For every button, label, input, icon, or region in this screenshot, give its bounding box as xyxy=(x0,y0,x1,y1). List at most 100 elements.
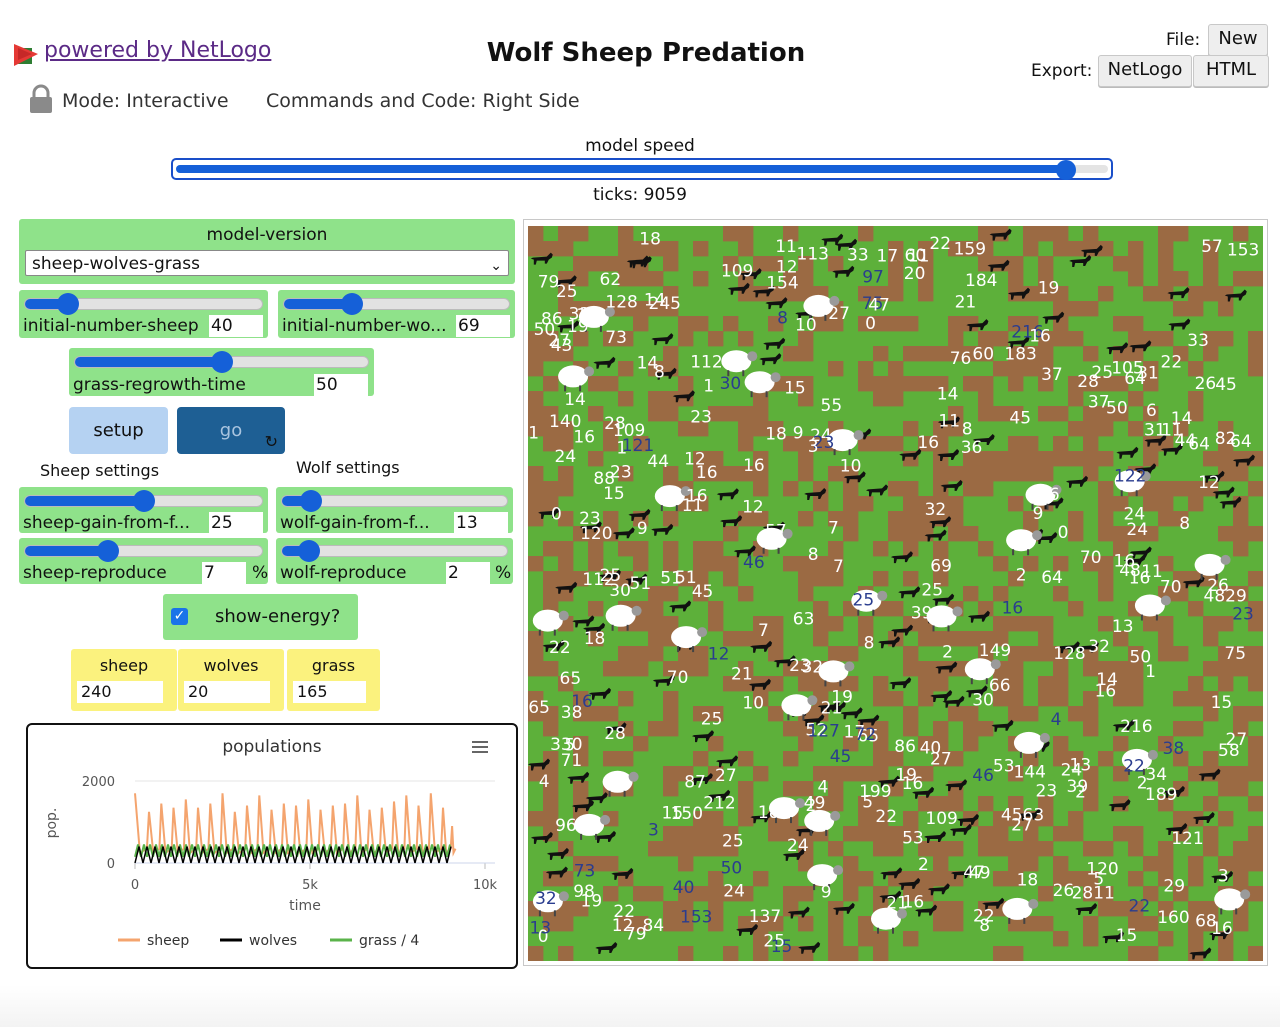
dirt-patch xyxy=(1068,706,1084,722)
hamburger-menu-icon[interactable] xyxy=(472,741,488,756)
slider-handle[interactable] xyxy=(96,540,119,562)
energy-label: 128 xyxy=(605,293,637,313)
commands-and-code-toggle[interactable]: Commands and Code: Right Side xyxy=(266,90,580,112)
slider-value[interactable]: 40 xyxy=(209,315,263,337)
slider-value[interactable]: 50 xyxy=(314,374,368,396)
slider-track[interactable] xyxy=(24,293,263,315)
sheep-gain-from-food-slider[interactable]: sheep-gain-from-f... 25 xyxy=(19,487,268,534)
dirt-patch xyxy=(933,796,949,812)
slider-handle[interactable] xyxy=(56,293,79,315)
initial-number-wolves-slider[interactable]: initial-number-wo... 69 xyxy=(278,290,515,338)
checkbox-checked-icon[interactable]: ✓ xyxy=(171,608,188,625)
energy-label: 79 xyxy=(538,272,560,292)
dirt-patch xyxy=(873,826,889,842)
dirt-patch xyxy=(783,286,799,302)
energy-label: 4 xyxy=(539,772,550,792)
energy-label: 16 xyxy=(1129,568,1151,588)
dirt-patch xyxy=(1038,646,1054,662)
slider-handle[interactable] xyxy=(340,293,363,315)
slider-handle[interactable] xyxy=(298,540,320,562)
initial-number-sheep-slider[interactable]: initial-number-sheep 40 xyxy=(19,290,268,338)
lock-icon[interactable] xyxy=(29,84,53,114)
model-speed-slider[interactable] xyxy=(171,158,1113,180)
show-energy-switch[interactable]: ✓ show-energy? xyxy=(163,594,358,640)
speed-slider-handle[interactable] xyxy=(1056,160,1077,180)
energy-label: 16 xyxy=(1029,327,1051,347)
slider-track[interactable] xyxy=(24,540,263,562)
model-version-select[interactable]: sheep-wolves-grass ⌄ xyxy=(25,250,509,276)
slider-value[interactable]: 69 xyxy=(456,315,510,337)
wolf-reproduce-slider[interactable]: wolf-reproduce 2 % xyxy=(276,538,513,584)
slider-unit: % xyxy=(252,563,269,583)
slider-track[interactable] xyxy=(281,490,508,512)
export-netlogo-button[interactable]: NetLogo xyxy=(1098,55,1192,87)
energy-label: 21 xyxy=(955,293,977,313)
slider-label: initial-number-sheep xyxy=(23,316,199,336)
wolf-agent-icon xyxy=(1144,434,1167,447)
dirt-patch xyxy=(558,481,574,497)
mode-indicator[interactable]: Mode: Interactive xyxy=(62,90,229,112)
dirt-patch xyxy=(918,511,934,527)
dirt-patch xyxy=(543,781,559,797)
energy-label: 70 xyxy=(1080,548,1102,568)
wolf-agent-icon xyxy=(912,786,935,799)
slider-value[interactable]: 25 xyxy=(209,512,263,534)
dirt-patch xyxy=(558,511,574,527)
slider-handle[interactable] xyxy=(300,490,323,512)
world-view[interactable]: 2 16 64 84 75 16 109 160 5 16 40 19 25 40 153 14 0 87 12 33… xyxy=(523,219,1268,966)
dirt-patch xyxy=(768,706,784,722)
wolf-agent-icon xyxy=(1042,311,1065,324)
wolf-agent-icon xyxy=(924,529,947,542)
grass-regrowth-time-slider[interactable]: grass-regrowth-time 50 xyxy=(69,348,374,396)
wolf-agent-icon xyxy=(579,521,602,534)
wolf-agent-icon xyxy=(1116,446,1139,459)
powered-by-netlogo-link[interactable]: powered by NetLogo xyxy=(44,38,272,63)
energy-label: 16 xyxy=(1114,551,1136,571)
dirt-patch xyxy=(663,706,679,722)
wolf-agent-icon xyxy=(972,434,995,446)
wolf-agent-icon xyxy=(1165,823,1188,835)
world-canvas[interactable]: 216 6484751610916051640192540153140871233… xyxy=(528,226,1263,961)
dirt-patch xyxy=(1038,811,1054,827)
slider-handle[interactable] xyxy=(132,490,155,512)
populations-plot[interactable]: populations 0 2000 0 5k 10k time pop. sheep wolv… xyxy=(26,723,518,969)
dirt-patch xyxy=(798,886,814,902)
dirt-patch xyxy=(783,376,799,392)
legend-label[interactable]: wolves xyxy=(249,933,297,949)
dirt-patch xyxy=(978,451,994,467)
slider-value[interactable]: 7 xyxy=(202,562,246,584)
slider-fill xyxy=(75,357,222,367)
export-label: Export: xyxy=(1031,61,1093,81)
dirt-patch xyxy=(813,571,829,587)
dirt-patch xyxy=(948,661,964,677)
dirt-patch xyxy=(588,631,604,647)
wolf-agent-icon xyxy=(889,677,912,690)
legend-label[interactable]: sheep xyxy=(147,933,189,949)
wolf-gain-from-food-slider[interactable]: wolf-gain-from-f... 13 xyxy=(276,487,513,534)
go-button[interactable]: go ↻ xyxy=(177,407,285,454)
dirt-patch xyxy=(543,496,559,512)
legend-label[interactable]: grass / 4 xyxy=(359,933,419,949)
slider-track[interactable] xyxy=(283,293,510,315)
sheep-reproduce-slider[interactable]: sheep-reproduce 7 % xyxy=(19,538,268,584)
slider-handle[interactable] xyxy=(210,351,233,373)
dirt-patch xyxy=(1083,301,1099,317)
model-version-chooser[interactable]: model-version sheep-wolves-grass ⌄ xyxy=(19,219,515,284)
slider-value[interactable]: 13 xyxy=(454,512,508,534)
wolf-agent-icon xyxy=(716,755,738,768)
dirt-patch xyxy=(603,886,619,902)
energy-label: 22 xyxy=(875,807,897,827)
slider-track[interactable] xyxy=(24,490,263,512)
wolf-agent-icon xyxy=(991,719,1014,732)
slider-value[interactable]: 2 xyxy=(446,562,490,584)
export-html-button[interactable]: HTML xyxy=(1193,55,1269,87)
dirt-patch xyxy=(1068,826,1084,842)
dirt-patch xyxy=(1218,436,1234,452)
slider-track[interactable] xyxy=(74,351,369,373)
wolf-agent-icon xyxy=(538,506,561,519)
dirt-patch xyxy=(903,706,919,722)
dirt-patch xyxy=(633,301,649,317)
slider-track[interactable] xyxy=(281,540,508,562)
new-button[interactable]: New xyxy=(1208,24,1268,56)
setup-button[interactable]: setup xyxy=(69,407,168,454)
